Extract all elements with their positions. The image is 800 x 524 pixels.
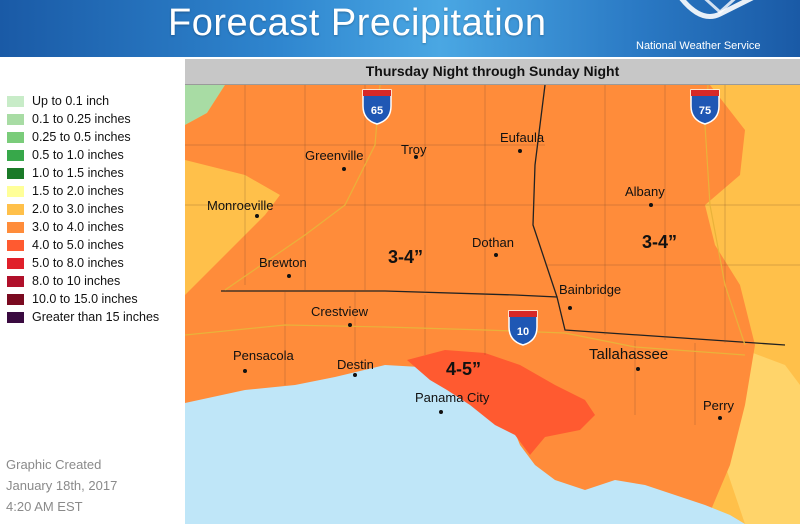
legend-swatch [6,292,25,306]
legend-swatch [6,310,25,324]
city-bainbridge: Bainbridge [559,282,621,297]
state-border [221,290,786,346]
gulf-of-mexico [185,365,745,524]
county-lines [185,85,800,425]
legend-label: 0.5 to 1.0 inches [32,148,124,162]
rain-zone-4-5 [407,350,595,455]
city-monroeville: Monroeville [207,198,273,213]
legend-item: 10.0 to 15.0 inches [6,290,159,308]
legend-label: 1.5 to 2.0 inches [32,184,124,198]
legend-swatch [6,130,25,144]
legend-label: 3.0 to 4.0 inches [32,220,124,234]
legend-label: 10.0 to 15.0 inches [32,292,138,306]
precipitation-map: 65 75 10 Greenville Troy Eufaula Monroev… [185,85,800,524]
city-destin: Destin [337,357,374,372]
city-troy: Troy [401,142,427,157]
legend-item: 0.5 to 1.0 inches [6,146,159,164]
interstate-65-shield-icon: 65 [362,89,392,125]
legend-swatch [6,94,25,108]
city-dothan: Dothan [472,235,514,250]
i75-label: 75 [699,105,711,117]
header-banner: Forecast Precipitation National Weather … [0,0,800,57]
nws-logo-icon [679,0,754,19]
legend-swatch [6,184,25,198]
city-panama-city: Panama City [415,390,490,405]
precipitation-legend: Up to 0.1 inch 0.1 to 0.25 inches 0.25 to … [6,92,159,326]
legend-label: 2.0 to 3.0 inches [32,202,124,216]
legend-label: 4.0 to 5.0 inches [32,238,124,252]
created-label: Graphic Created [6,457,102,472]
legend-item: 3.0 to 4.0 inches [6,218,159,236]
city-eufaula: Eufaula [500,130,545,145]
city-brewton: Brewton [259,255,307,270]
city-crestview: Crestview [311,304,369,319]
legend-swatch [6,274,25,288]
rain-zone-3-4 [185,85,755,524]
city-markers [243,149,722,420]
legend-label: Greater than 15 inches [32,310,160,324]
legend-label: 0.25 to 0.5 inches [32,130,131,144]
agency-label: National Weather Service [636,40,761,52]
legend-swatch [6,166,25,180]
legend-item: 1.5 to 2.0 inches [6,182,159,200]
legend-swatch [6,148,25,162]
rain-amount-east: 3-4” [642,232,677,252]
legend-item: 8.0 to 10 inches [6,272,159,290]
legend-swatch [6,238,25,252]
city-albany: Albany [625,184,665,199]
rain-amount-coast: 4-5” [446,359,481,379]
i10-label: 10 [517,326,529,338]
forecast-period-title: Thursday Night through Sunday Night [185,59,800,85]
city-pensacola: Pensacola [233,348,294,363]
interstate-10-shield-icon: 10 [508,310,538,346]
interstate-75-shield-icon: 75 [690,89,720,125]
rain-amount-west: 3-4” [388,247,423,267]
legend-item: 2.0 to 3.0 inches [6,200,159,218]
legend-label: 5.0 to 8.0 inches [32,256,124,270]
i65-route [224,85,381,291]
legend-swatch [6,256,25,270]
created-time: 4:20 AM EST [6,499,83,514]
city-greenville: Greenville [305,148,364,163]
legend-item: 1.0 to 1.5 inches [6,164,159,182]
city-tallahassee: Tallahassee [589,346,668,363]
legend-item: 4.0 to 5.0 inches [6,236,159,254]
legend-swatch [6,112,25,126]
legend-label: 0.1 to 0.25 inches [32,112,131,126]
graphic-created-info: Graphic Created January 18th, 2017 4:20 … [6,454,117,517]
legend-item: 5.0 to 8.0 inches [6,254,159,272]
rain-zone-1-1.5 [185,85,225,125]
legend-label: Up to 0.1 inch [32,94,110,108]
legend-label: 8.0 to 10 inches [32,274,121,288]
legend-item: Greater than 15 inches [6,308,159,326]
legend-item: 0.25 to 0.5 inches [6,128,159,146]
legend-item: 0.1 to 0.25 inches [6,110,159,128]
legend-swatch [6,220,25,234]
city-perry: Perry [703,398,735,413]
i65-label: 65 [371,105,383,117]
page-title: Forecast Precipitation [168,2,547,44]
i10-route [185,324,746,356]
legend-swatch [6,202,25,216]
created-date: January 18th, 2017 [6,478,118,493]
legend-label: 1.0 to 1.5 inches [32,166,124,180]
legend-item: Up to 0.1 inch [6,92,159,110]
state-border-al-ga [532,85,558,298]
